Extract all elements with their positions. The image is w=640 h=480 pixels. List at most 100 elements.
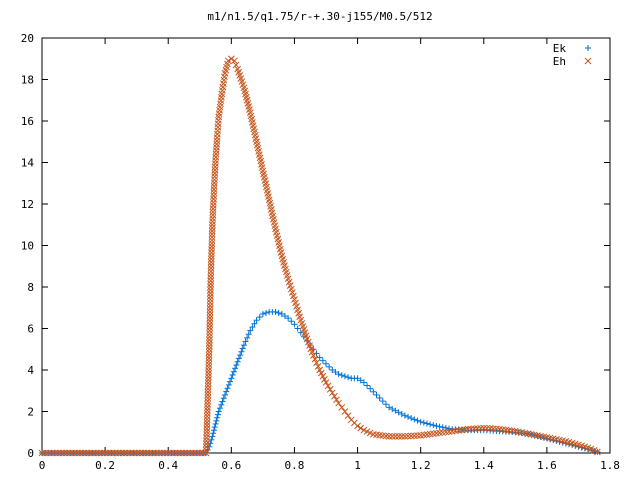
plot-frame: [41, 37, 611, 454]
data-point: [367, 385, 374, 392]
data-point: [211, 163, 219, 171]
data-point: [388, 433, 396, 440]
data-point: [207, 274, 215, 282]
data-point: [203, 422, 211, 429]
y-tick-label: 6: [27, 323, 34, 336]
data-point: [234, 358, 241, 365]
data-point: [63, 449, 71, 457]
data-point: [210, 189, 218, 197]
data-point: [335, 399, 342, 407]
data-point: [210, 179, 218, 187]
data-point: [206, 333, 213, 341]
x-tick-label: 0.6: [221, 459, 241, 472]
data-point: [209, 221, 216, 229]
data-point: [130, 449, 137, 457]
data-point: [300, 333, 307, 340]
data-point: [313, 350, 320, 357]
y-tick-label: 14: [21, 157, 35, 170]
data-point: [345, 374, 352, 381]
data-point: [316, 354, 323, 361]
data-point: [203, 419, 211, 426]
data-point: [161, 449, 169, 457]
data-point: [294, 325, 301, 332]
data-point: [164, 449, 172, 457]
data-point: [104, 449, 112, 457]
data-point: [322, 379, 330, 386]
x-tick-label: 1: [354, 459, 361, 472]
data-point: [206, 339, 213, 347]
data-point: [212, 157, 219, 164]
data-point: [224, 385, 231, 392]
data-point: [239, 345, 246, 352]
data-point: [208, 230, 216, 238]
data-point: [404, 432, 412, 440]
data-point: [206, 299, 214, 306]
x-tick-label: 0: [39, 459, 46, 472]
data-point: [208, 224, 216, 232]
data-point: [209, 433, 216, 440]
data-point: [208, 246, 215, 254]
data-point: [590, 447, 598, 454]
data-point: [311, 355, 319, 363]
data-point: [139, 449, 147, 457]
data-point: [202, 443, 210, 451]
data-point: [326, 386, 334, 393]
data-point: [323, 360, 329, 367]
data-point: [408, 415, 415, 422]
y-tick-label: 8: [27, 281, 34, 294]
data-point: [204, 391, 212, 399]
data-point: [186, 449, 194, 457]
data-point: [587, 445, 595, 453]
data-point: [220, 395, 227, 402]
data-point: [237, 352, 244, 359]
data-point: [206, 296, 214, 303]
data-point: [285, 315, 292, 322]
data-point: [82, 449, 90, 457]
data-point: [204, 388, 212, 396]
data-point: [335, 371, 342, 378]
data-point: [240, 342, 247, 349]
data-point: [171, 449, 178, 457]
data-point: [253, 317, 260, 324]
data-point: [211, 169, 219, 177]
data-point: [142, 449, 150, 457]
data-point: [214, 411, 221, 418]
data-point: [101, 449, 109, 457]
data-point: [420, 419, 427, 426]
data-point: [251, 320, 258, 327]
y-tick-label: 16: [21, 115, 34, 128]
legend-label: Ek: [553, 42, 567, 55]
data-point: [238, 348, 245, 355]
data-point: [215, 408, 222, 415]
data-point: [333, 396, 340, 404]
data-point: [218, 401, 225, 408]
data-point: [206, 320, 214, 328]
data-point: [206, 302, 214, 310]
data-point: [370, 388, 377, 395]
data-point: [354, 375, 361, 382]
data-point: [206, 308, 214, 316]
data-point: [205, 361, 213, 368]
data-point: [328, 389, 336, 397]
data-point: [79, 449, 87, 457]
data-point: [38, 449, 46, 457]
data-point: [230, 368, 237, 375]
data-point: [331, 392, 338, 400]
data-point: [398, 433, 406, 440]
data-point: [209, 218, 216, 225]
data-point: [205, 342, 213, 350]
chart-title: m1/n1.5/q1.75/r-+.30-j155/M0.5/512: [207, 10, 433, 23]
data-point: [203, 437, 210, 445]
data-point: [208, 227, 216, 235]
axis-ticks: 0 0.2 0.4 0.6 0.8 1 1.2 1.4 1.6 1.8 0 2 4 6 8 10 12 14 16 1…: [21, 32, 620, 472]
data-point: [204, 403, 211, 411]
data-point: [326, 363, 333, 370]
data-point: [203, 416, 211, 423]
data-point: [211, 176, 218, 184]
data-point: [263, 309, 270, 316]
data-point: [210, 182, 218, 190]
data-point: [411, 416, 418, 423]
data-point: [207, 258, 215, 266]
data-point: [209, 208, 217, 216]
